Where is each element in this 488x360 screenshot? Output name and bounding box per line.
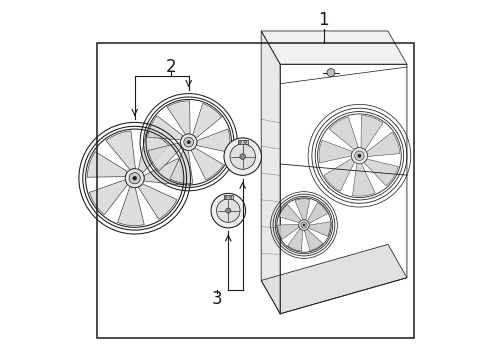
Polygon shape — [360, 116, 382, 150]
Circle shape — [354, 151, 364, 161]
Polygon shape — [148, 143, 182, 171]
Polygon shape — [192, 103, 221, 138]
Text: 2: 2 — [165, 58, 176, 76]
Circle shape — [132, 176, 136, 180]
Circle shape — [180, 134, 197, 150]
Polygon shape — [279, 204, 301, 222]
Polygon shape — [287, 229, 302, 251]
Circle shape — [183, 138, 193, 147]
Bar — [223, 195, 233, 199]
Polygon shape — [306, 203, 327, 224]
Circle shape — [125, 169, 144, 188]
Circle shape — [300, 222, 306, 228]
Polygon shape — [138, 132, 169, 173]
Polygon shape — [304, 229, 322, 251]
Circle shape — [298, 220, 308, 230]
Polygon shape — [324, 158, 354, 191]
Polygon shape — [89, 180, 127, 215]
Circle shape — [225, 208, 230, 213]
Polygon shape — [308, 222, 329, 237]
Circle shape — [186, 140, 190, 144]
Circle shape — [224, 196, 226, 198]
Text: 1: 1 — [318, 11, 328, 29]
Polygon shape — [261, 31, 280, 314]
Polygon shape — [328, 117, 358, 149]
Circle shape — [238, 141, 241, 143]
Polygon shape — [277, 224, 299, 239]
Polygon shape — [106, 131, 135, 170]
Polygon shape — [261, 244, 406, 314]
Polygon shape — [196, 129, 229, 152]
Polygon shape — [294, 199, 309, 220]
Polygon shape — [143, 158, 182, 185]
Polygon shape — [261, 31, 406, 64]
Circle shape — [216, 199, 240, 222]
Polygon shape — [318, 140, 352, 163]
Circle shape — [229, 196, 231, 198]
Polygon shape — [138, 184, 177, 219]
Polygon shape — [87, 152, 127, 177]
Circle shape — [357, 154, 360, 157]
Polygon shape — [352, 163, 374, 196]
Circle shape — [302, 224, 305, 226]
Polygon shape — [190, 148, 223, 180]
Circle shape — [211, 193, 245, 228]
Polygon shape — [117, 186, 144, 226]
Circle shape — [240, 154, 245, 159]
Circle shape — [224, 138, 261, 175]
Bar — [97, 43, 413, 338]
Polygon shape — [363, 159, 398, 186]
Polygon shape — [147, 116, 183, 140]
Circle shape — [326, 69, 334, 77]
Polygon shape — [366, 132, 399, 157]
Circle shape — [129, 173, 140, 184]
Bar — [237, 140, 247, 144]
Circle shape — [244, 141, 246, 143]
Polygon shape — [169, 149, 192, 184]
Text: 3: 3 — [212, 290, 223, 308]
Circle shape — [350, 148, 367, 164]
Polygon shape — [167, 101, 190, 135]
Circle shape — [229, 144, 255, 169]
